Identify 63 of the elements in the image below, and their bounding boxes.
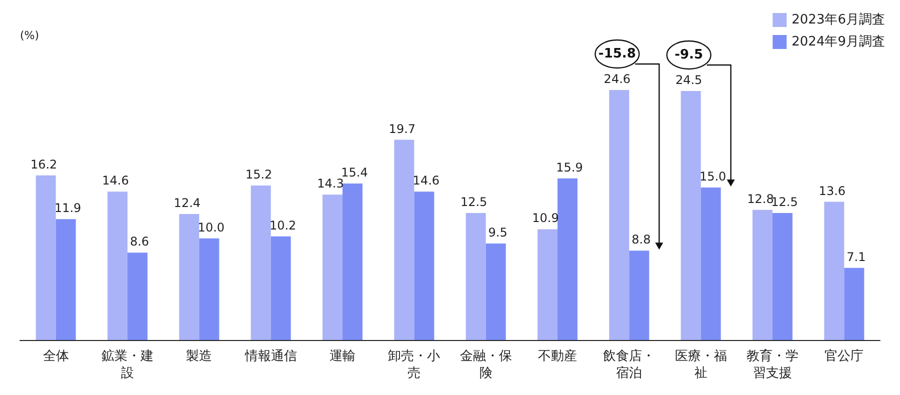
legend-label: 2023年6月調査 [792, 12, 886, 28]
bar [250, 186, 271, 340]
x-tick-label: 鉱業・建設 [102, 349, 154, 381]
bar [558, 178, 578, 340]
data-label: 8.6 [130, 234, 150, 249]
bar [108, 192, 128, 340]
x-tick-label: 情報通信 [244, 349, 297, 364]
x-tick-label: 製造 [186, 349, 212, 364]
data-label: 19.7 [388, 122, 416, 136]
data-label: 14.6 [412, 174, 440, 188]
data-label: 16.2 [30, 157, 58, 172]
bar [680, 91, 701, 340]
data-label: 15.2 [245, 168, 272, 182]
x-tick-label: 官公庁 [824, 348, 864, 364]
bar [486, 243, 506, 340]
data-label: 12.4 [174, 196, 201, 210]
bar [824, 202, 844, 340]
bar [199, 238, 220, 340]
data-label: 8.8 [632, 232, 651, 247]
bar [629, 250, 650, 340]
bar [609, 90, 630, 340]
bar [179, 214, 200, 340]
data-label: 14.3 [317, 176, 344, 191]
data-label: 15.0 [699, 170, 726, 184]
bar [394, 140, 414, 340]
bar [752, 210, 772, 340]
data-label: 12.8 [747, 192, 774, 206]
data-label: 11.9 [54, 201, 82, 216]
data-label: 24.6 [604, 72, 631, 86]
data-label: 10.2 [269, 218, 296, 232]
data-label: 15.9 [556, 160, 583, 174]
x-tick-label: 運輸 [330, 349, 356, 364]
bar [128, 252, 148, 340]
data-label: 12.5 [460, 194, 488, 209]
data-label: 24.5 [675, 73, 702, 88]
bar [414, 192, 434, 340]
x-tick-label: 金融・保険 [460, 349, 512, 381]
data-label: 14.6 [102, 174, 129, 188]
data-label: 7.1 [846, 250, 866, 264]
data-label: 13.6 [818, 184, 846, 198]
bar [538, 229, 558, 340]
legend-label: 2024年9月調査 [792, 34, 886, 50]
data-label: 15.4 [341, 165, 368, 180]
x-tick-label: 教育・学習支援 [746, 348, 798, 381]
data-label: 9.5 [488, 225, 508, 240]
bar [56, 219, 76, 340]
data-label: 10.0 [198, 220, 225, 234]
bar [270, 236, 291, 340]
bar [36, 175, 56, 340]
x-tick-label: 不動産 [538, 348, 577, 364]
x-tick-label: 卸売・小売 [388, 349, 440, 381]
annotation: -9.5 [674, 48, 704, 63]
x-tick-label: 飲食店・宿泊 [603, 348, 656, 381]
bar [772, 212, 792, 340]
bar [342, 183, 362, 340]
bar [844, 268, 864, 340]
bar [700, 188, 721, 340]
x-tick-label: 全体 [42, 349, 69, 364]
bar [466, 212, 486, 340]
bar [322, 194, 342, 340]
x-tick-label: 医療・福祉 [674, 349, 727, 381]
y-axis-title: (%) [20, 29, 40, 42]
annotation: -15.8 [598, 46, 636, 62]
